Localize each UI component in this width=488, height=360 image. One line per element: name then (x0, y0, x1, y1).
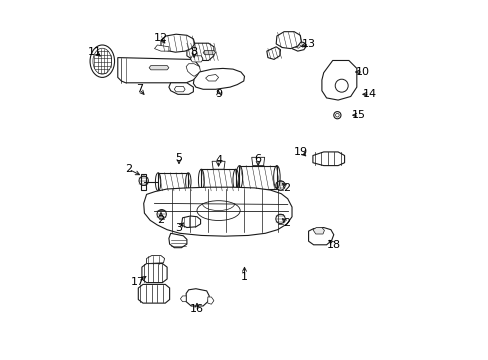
Text: 13: 13 (302, 39, 316, 49)
Polygon shape (205, 75, 218, 81)
Polygon shape (186, 64, 200, 76)
Text: 12: 12 (154, 33, 168, 43)
Polygon shape (174, 86, 185, 92)
Polygon shape (239, 166, 276, 189)
Text: 2: 2 (125, 164, 132, 174)
Polygon shape (186, 43, 213, 60)
Polygon shape (212, 161, 224, 169)
Polygon shape (321, 60, 356, 100)
Text: 3: 3 (175, 222, 182, 233)
Polygon shape (154, 45, 168, 51)
Polygon shape (168, 233, 186, 248)
Text: 16: 16 (190, 304, 203, 314)
Polygon shape (161, 34, 194, 52)
Text: 4: 4 (215, 155, 222, 165)
Text: 2: 2 (157, 215, 164, 225)
Text: 15: 15 (351, 110, 365, 120)
Text: 19: 19 (294, 147, 308, 157)
Polygon shape (207, 297, 213, 304)
Text: 2: 2 (283, 218, 290, 228)
Text: 6: 6 (254, 154, 261, 164)
Text: 18: 18 (326, 240, 340, 250)
Text: 8: 8 (190, 47, 197, 57)
Polygon shape (138, 284, 169, 303)
Polygon shape (294, 44, 301, 48)
Polygon shape (193, 68, 244, 89)
Polygon shape (180, 296, 186, 302)
Polygon shape (158, 173, 188, 191)
Polygon shape (118, 58, 199, 83)
Polygon shape (276, 32, 301, 49)
Polygon shape (142, 264, 167, 283)
Polygon shape (149, 66, 168, 70)
Polygon shape (291, 41, 306, 51)
Text: 2: 2 (283, 183, 290, 193)
Polygon shape (201, 169, 235, 191)
Polygon shape (181, 216, 200, 228)
Text: 1: 1 (241, 272, 247, 282)
Text: 14: 14 (362, 89, 376, 99)
Polygon shape (312, 228, 324, 234)
Polygon shape (143, 187, 291, 236)
Text: 9: 9 (215, 89, 222, 99)
Text: 11: 11 (88, 47, 102, 57)
Polygon shape (190, 56, 203, 62)
Polygon shape (146, 256, 164, 264)
Text: 17: 17 (131, 276, 145, 287)
Polygon shape (251, 157, 264, 166)
Polygon shape (203, 50, 215, 55)
Polygon shape (186, 289, 209, 306)
Text: 10: 10 (356, 67, 369, 77)
Text: 5: 5 (175, 153, 182, 163)
Text: 7: 7 (136, 84, 142, 94)
Polygon shape (168, 83, 193, 94)
Polygon shape (266, 47, 280, 59)
Polygon shape (312, 152, 344, 166)
Polygon shape (308, 228, 333, 245)
Polygon shape (141, 174, 146, 190)
